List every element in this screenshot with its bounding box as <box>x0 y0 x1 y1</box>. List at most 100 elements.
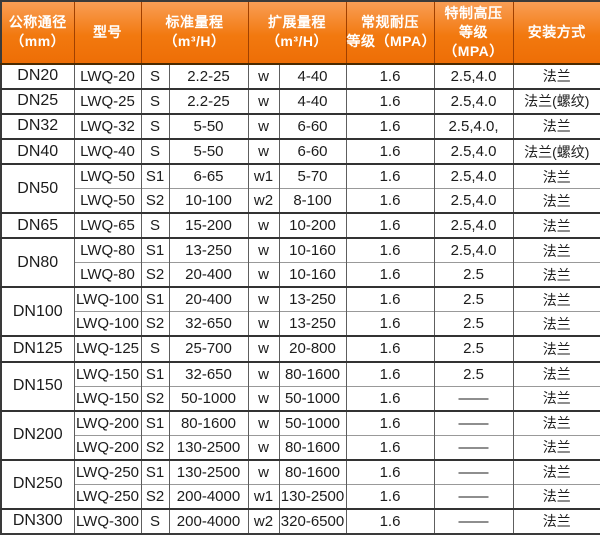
cell-install: 法兰 <box>512 409 600 436</box>
cell-ext-code: w <box>247 137 280 165</box>
cell-ext-range: 20-800 <box>278 335 347 362</box>
cell-install: 法兰(螺纹) <box>512 137 600 165</box>
cell-high-pressure: —— <box>433 483 514 509</box>
cell-install: 法兰 <box>512 360 600 387</box>
cell-pressure: 1.6 <box>345 360 435 387</box>
cell-ext-range: 4-40 <box>278 87 347 114</box>
header-model: 型号 <box>73 0 142 65</box>
cell-install: 法兰 <box>512 112 600 139</box>
cell-install: 法兰 <box>512 188 600 214</box>
cell-install: 法兰 <box>512 434 600 460</box>
cell-pressure: 1.6 <box>345 458 435 485</box>
cell-dn: DN100 <box>0 286 75 337</box>
cell-model: LWQ-25 <box>73 87 142 114</box>
cell-std-range: 200-4000 <box>168 483 249 509</box>
cell-model: LWQ-300 <box>73 507 142 534</box>
cell-dn: DN25 <box>0 87 75 114</box>
cell-high-pressure: 2.5,4.0 <box>433 137 514 165</box>
cell-ext-range: 6-60 <box>278 137 347 165</box>
cell-ext-code: w2 <box>247 507 280 534</box>
table-row: DN20 LWQ-20 S 2.2-25 w 4-40 1.6 2.5,4.0 法兰 <box>0 62 600 89</box>
table-header: 公称通径 （mm） 型号 标准量程 （m³/H） 扩展量程 （m³/H） 常规耐压 等级（MPA… <box>0 0 600 65</box>
cell-std-code: S <box>140 112 170 139</box>
table-row: DN100 LWQ-100 S1 20-400 w 13-250 1.6 2.5 法兰 <box>0 286 600 337</box>
cell-ext-code: w <box>247 87 280 114</box>
cell-model: LWQ-150 <box>73 385 142 411</box>
table-row: LWQ-80 S2 20-400 w 10-160 1.6 2.5 法兰 <box>1 262 600 288</box>
cell-ext-range: 10-160 <box>278 237 347 263</box>
cell-pressure: 1.6 <box>345 237 435 263</box>
header-install-method: 安装方式 <box>512 0 600 65</box>
cell-ext-range: 5-70 <box>278 163 347 189</box>
cell-ext-code: w <box>247 212 280 239</box>
cell-std-range: 5-50 <box>168 112 249 139</box>
cell-pressure: 1.6 <box>345 385 435 411</box>
cell-ext-code: w <box>247 112 280 139</box>
table-row: LWQ-250 S2 200-4000 w1 130-2500 1.6 —— 法兰 <box>1 483 600 509</box>
cell-ext-code: w <box>247 335 280 362</box>
cell-pressure: 1.6 <box>345 286 435 312</box>
cell-std-code: S2 <box>140 188 170 214</box>
cell-std-code: S <box>140 137 170 165</box>
cell-install: 法兰 <box>512 163 600 189</box>
cell-ext-code: w <box>247 458 280 485</box>
cell-model: LWQ-150 <box>73 360 142 387</box>
cell-ext-code: w <box>247 237 280 263</box>
cell-high-pressure: 2.5,4.0 <box>433 212 514 239</box>
cell-std-range: 50-1000 <box>168 385 249 411</box>
cell-ext-code: w <box>247 385 280 411</box>
cell-std-range: 130-2500 <box>168 434 249 460</box>
cell-dn: DN80 <box>0 237 75 288</box>
cell-ext-range: 13-250 <box>278 311 347 337</box>
cell-std-range: 2.2-25 <box>168 87 249 114</box>
cell-model: LWQ-250 <box>73 458 142 485</box>
cell-model: LWQ-32 <box>73 112 142 139</box>
cell-pressure: 1.6 <box>345 87 435 114</box>
cell-install: 法兰 <box>512 286 600 312</box>
table-row: DN25 LWQ-25 S 2.2-25 w 4-40 1.6 2.5,4.0 法兰(螺纹) <box>0 87 600 114</box>
cell-model: LWQ-250 <box>73 483 142 509</box>
cell-ext-code: w <box>247 360 280 387</box>
cell-high-pressure: 2.5 <box>433 360 514 387</box>
cell-pressure: 1.6 <box>345 262 435 288</box>
cell-pressure: 1.6 <box>345 137 435 165</box>
cell-std-code: S2 <box>140 385 170 411</box>
table-row: LWQ-100 S2 32-650 w 13-250 1.6 2.5 法兰 <box>1 311 600 337</box>
cell-model: LWQ-200 <box>73 409 142 436</box>
cell-pressure: 1.6 <box>345 335 435 362</box>
cell-install: 法兰 <box>512 311 600 337</box>
cell-dn: DN32 <box>0 112 75 139</box>
cell-dn: DN125 <box>0 335 75 362</box>
cell-pressure: 1.6 <box>345 62 435 89</box>
cell-std-code: S <box>140 507 170 534</box>
cell-std-code: S <box>140 335 170 362</box>
cell-dn: DN200 <box>0 409 75 460</box>
table-row: DN125 LWQ-125 S 25-700 w 20-800 1.6 2.5 法兰 <box>0 335 600 362</box>
cell-high-pressure: —— <box>433 409 514 436</box>
cell-std-code: S <box>140 212 170 239</box>
cell-high-pressure: 2.5 <box>433 335 514 362</box>
header-regular-pressure-rating: 常规耐压 等级（MPA） <box>345 0 436 65</box>
table-row: DN32 LWQ-32 S 5-50 w 6-60 1.6 2.5,4.0, 法兰 <box>0 112 600 139</box>
cell-std-code: S2 <box>140 311 170 337</box>
cell-pressure: 1.6 <box>345 434 435 460</box>
cell-std-range: 200-4000 <box>168 507 249 534</box>
cell-model: LWQ-80 <box>73 262 142 288</box>
cell-model: LWQ-20 <box>73 62 142 89</box>
table-row: DN300 LWQ-300 S 200-4000 w2 320-6500 1.6 —— 法兰 <box>0 507 600 534</box>
table-row: LWQ-150 S2 50-1000 w 50-1000 1.6 —— 法兰 <box>1 385 600 411</box>
cell-pressure: 1.6 <box>345 163 435 189</box>
cell-dn: DN150 <box>0 360 75 411</box>
cell-high-pressure: —— <box>433 434 514 460</box>
cell-std-code: S <box>140 87 170 114</box>
table-row: DN250 LWQ-250 S1 130-2500 w 80-1600 1.6 —— 法兰 <box>0 458 600 509</box>
cell-ext-range: 50-1000 <box>278 409 347 436</box>
cell-std-code: S <box>140 62 170 89</box>
cell-std-code: S1 <box>140 286 170 312</box>
cell-model: LWQ-65 <box>73 212 142 239</box>
header-special-high-pressure-rating: 特制高压 等级（MPA） <box>433 0 514 65</box>
table-row: DN50 LWQ-50 S1 6-65 w1 5-70 1.6 2.5,4.0 法兰 <box>0 163 600 214</box>
cell-std-range: 13-250 <box>168 237 249 263</box>
